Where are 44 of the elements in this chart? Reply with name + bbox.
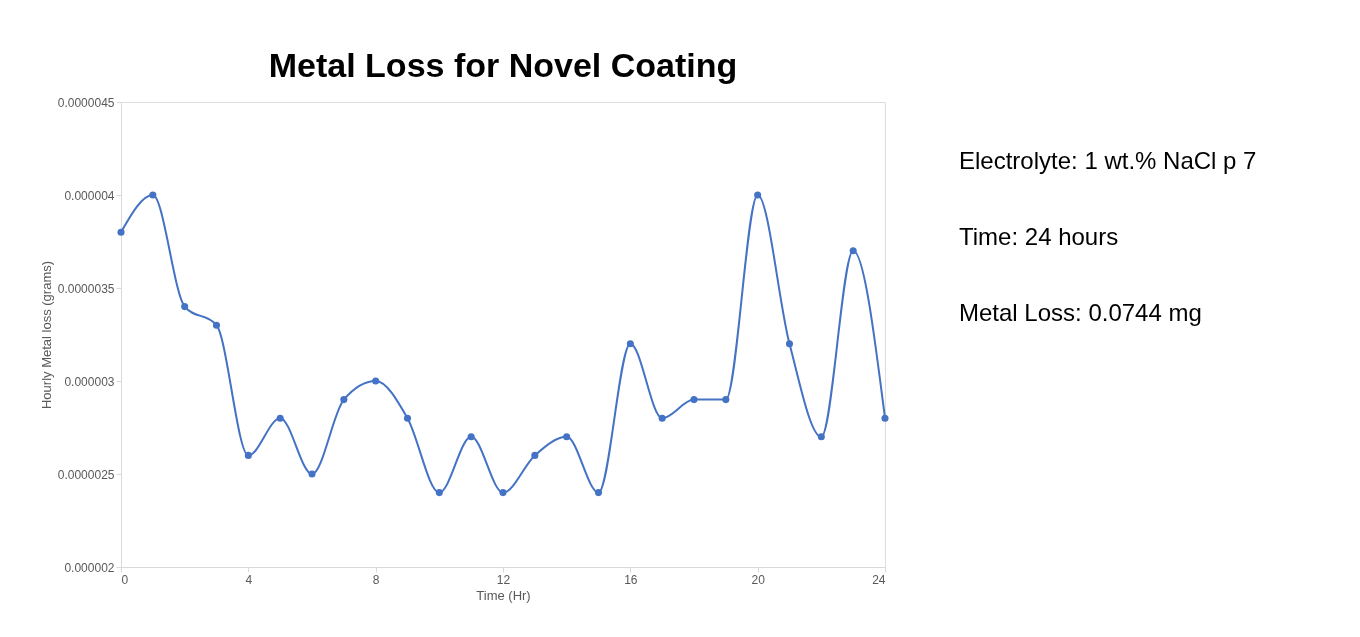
y-tick-label: 0.000004 xyxy=(64,188,115,203)
x-tick-label: 24 xyxy=(872,572,886,587)
text: Time: 24 hours xyxy=(959,223,1119,250)
y-tick-label: 0.000002 xyxy=(64,560,115,575)
x-tick-label: 12 xyxy=(496,572,511,587)
point xyxy=(117,228,125,236)
point xyxy=(467,433,475,441)
point xyxy=(372,377,380,385)
y-tick-label: 0.000003 xyxy=(64,374,115,389)
point xyxy=(340,396,348,404)
point xyxy=(785,340,794,348)
point xyxy=(276,414,284,422)
y-axis-title: Hourly Metal loss (grams) xyxy=(38,260,54,410)
point xyxy=(403,414,412,422)
y-tick-label: 0.0000025 xyxy=(57,467,115,482)
point xyxy=(690,396,698,404)
text: Metal Loss: 0.0744 mg xyxy=(959,299,1202,326)
point xyxy=(244,451,252,459)
point xyxy=(531,451,539,459)
point xyxy=(149,191,157,199)
x-tick-label: 8 xyxy=(372,572,380,587)
text: Electrolyte: 1 wt.% NaCl p 7 xyxy=(959,147,1257,174)
x-tick-label: 0 xyxy=(121,572,129,587)
x-tick-label: 16 xyxy=(624,572,638,587)
point xyxy=(626,340,634,348)
point xyxy=(881,414,889,422)
point xyxy=(435,489,443,497)
point xyxy=(658,414,666,422)
point xyxy=(563,433,571,441)
point xyxy=(212,321,221,329)
point xyxy=(849,247,857,255)
point xyxy=(817,433,825,441)
x-axis-title: Time (Hr) xyxy=(476,587,531,603)
point xyxy=(722,396,730,404)
point xyxy=(499,489,507,497)
y-tick-label: 0.0000035 xyxy=(57,281,115,296)
point xyxy=(181,303,189,311)
y-tick-label: 0.0000045 xyxy=(57,95,115,110)
point xyxy=(594,489,603,497)
chart-title: Metal Loss for Novel Coating xyxy=(268,46,738,84)
x-tick-label: 20 xyxy=(751,572,766,587)
point xyxy=(308,470,316,478)
point xyxy=(754,191,762,199)
x-tick-label: 4 xyxy=(245,572,253,587)
